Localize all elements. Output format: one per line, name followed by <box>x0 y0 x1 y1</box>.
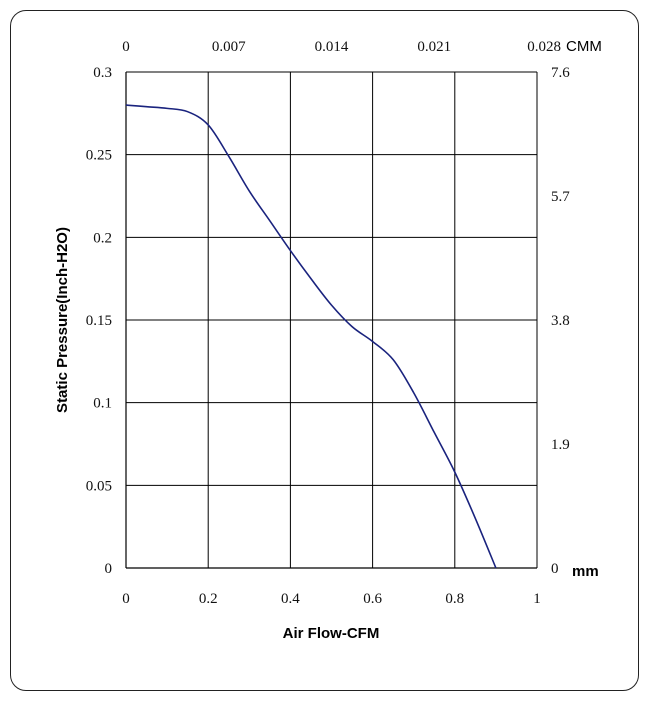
pq-curve <box>125 104 497 569</box>
right-axis-unit: mm <box>572 563 599 580</box>
right-tick-label: 3.8 <box>551 313 570 329</box>
y-tick-label: 0.3 <box>93 65 112 81</box>
x-tick-label: 0 <box>122 591 130 607</box>
right-tick-label: 0 <box>551 561 559 577</box>
top-tick-label: 0 <box>122 39 130 55</box>
x-axis-label: Air Flow-CFM <box>283 625 380 642</box>
x-tick-label: 0.4 <box>281 591 300 607</box>
y-axis-label: Static Pressure(Inch-H2O) <box>54 227 71 413</box>
y-tick-label: 0 <box>105 561 113 577</box>
right-tick-label: 5.7 <box>551 189 570 205</box>
top-tick-label: 0.007 <box>212 39 246 55</box>
x-tick-label: 0.2 <box>199 591 218 607</box>
right-tick-label: 1.9 <box>551 437 570 453</box>
y-tick-label: 0.25 <box>86 148 112 164</box>
y-tick-label: 0.2 <box>93 230 112 246</box>
y-tick-label: 0.05 <box>86 478 112 494</box>
x-tick-label: 0.6 <box>363 591 382 607</box>
top-tick-label: 0.021 <box>417 39 451 55</box>
y-tick-label: 0.1 <box>93 396 112 412</box>
chart-frame <box>10 10 639 691</box>
top-tick-label: 0.028 <box>527 39 561 55</box>
y-tick-label: 0.15 <box>86 313 112 329</box>
top-axis-unit: CMM <box>566 38 602 55</box>
x-tick-label: 1 <box>533 591 541 607</box>
top-tick-label: 0.014 <box>315 39 349 55</box>
x-tick-label: 0.8 <box>445 591 464 607</box>
grid <box>125 71 538 569</box>
right-tick-label: 7.6 <box>551 65 570 81</box>
